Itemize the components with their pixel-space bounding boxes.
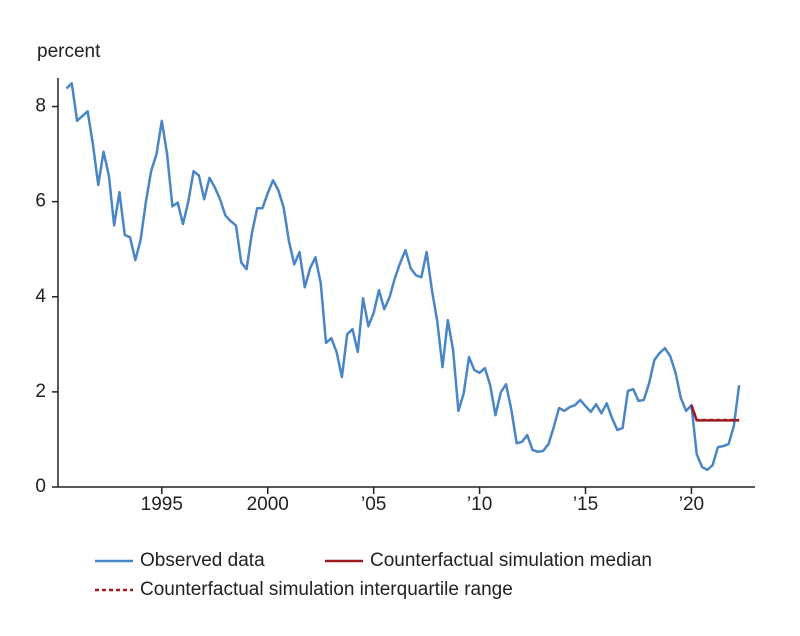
y-tick-label: 0 xyxy=(35,476,46,497)
x-tick-label: ’10 xyxy=(467,494,492,515)
y-tick-label: 4 xyxy=(35,286,46,307)
legend-label: Counterfactual simulation median xyxy=(370,550,652,571)
x-tick-label: ’05 xyxy=(361,494,386,515)
y-tick-label: 2 xyxy=(35,381,46,402)
x-tick-label: 2000 xyxy=(247,494,289,515)
legend-label: Observed data xyxy=(140,550,265,571)
x-tick-label: ’20 xyxy=(679,494,704,515)
series-line xyxy=(690,404,740,422)
series-line xyxy=(690,404,740,422)
y-axis-label: percent xyxy=(37,41,101,62)
legend-label: Counterfactual simulation interquartile … xyxy=(140,579,513,600)
y-tick-label: 8 xyxy=(35,96,46,117)
x-tick-label: 1995 xyxy=(141,494,183,515)
y-tick-label: 6 xyxy=(35,191,46,212)
series-line xyxy=(65,81,741,472)
x-tick-label: ’15 xyxy=(573,494,598,515)
